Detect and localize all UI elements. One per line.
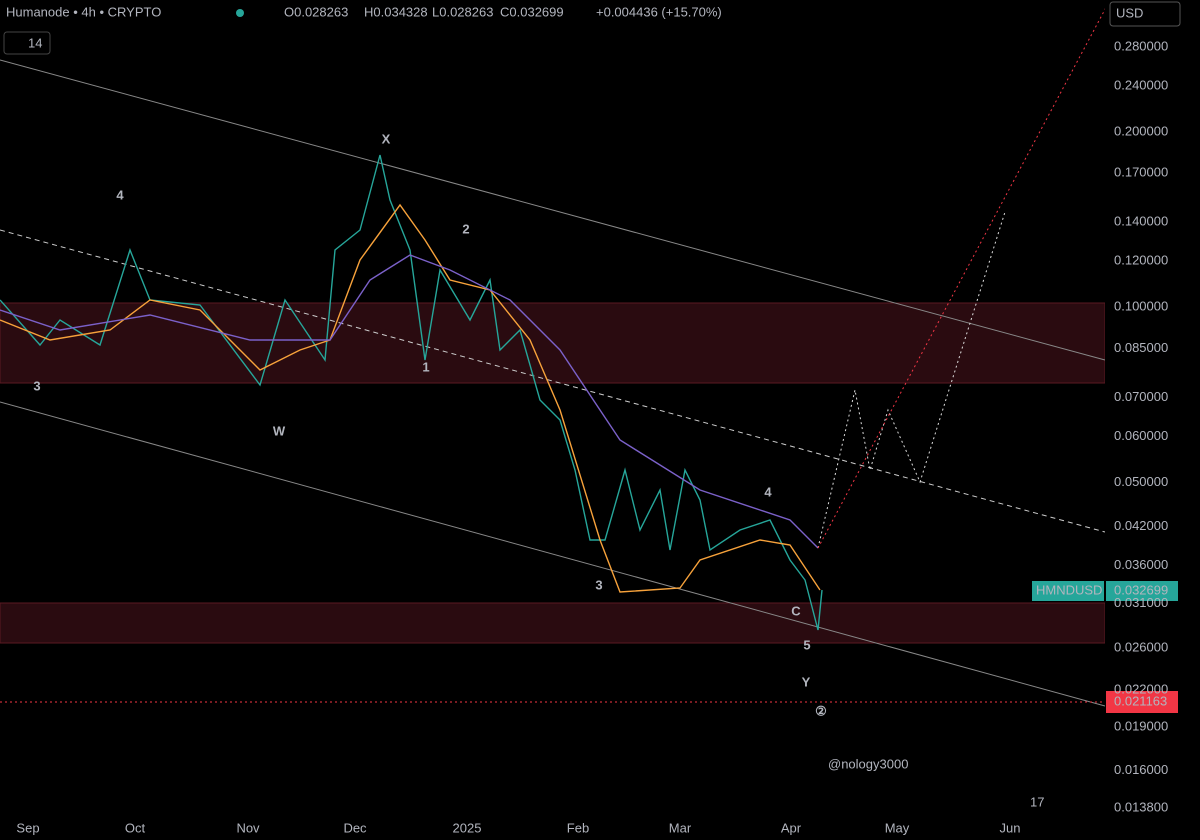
- price-label: 0.140000: [1114, 214, 1168, 229]
- interval-chip-text[interactable]: 14: [28, 35, 42, 50]
- price-label: 0.280000: [1114, 38, 1168, 53]
- interval-chip[interactable]: [3, 31, 51, 55]
- level-tag: [1106, 691, 1178, 713]
- price-label: 0.070000: [1114, 389, 1168, 404]
- price-label: 0.170000: [1114, 165, 1168, 180]
- time-label: Dec: [343, 820, 367, 835]
- last-tag-text: 0.032699: [1114, 582, 1168, 597]
- wave-label: ②: [815, 703, 827, 718]
- channel-top: [0, 59, 1106, 361]
- ohlc-open: O0.028263: [284, 4, 348, 19]
- last-tag: [1106, 581, 1178, 601]
- price-label: 0.050000: [1114, 474, 1168, 489]
- channel-bottom: [0, 401, 1106, 707]
- symbol-tag-text: HMNDUSD: [1036, 582, 1102, 597]
- ohlc-high: H0.034328: [364, 4, 428, 19]
- price-label: 0.100000: [1114, 299, 1168, 314]
- projection-path: [817, 211, 1006, 549]
- status-dot: [236, 9, 244, 17]
- wave-label: 5: [803, 637, 810, 652]
- wave-label: X: [382, 131, 391, 146]
- time-label: Mar: [669, 820, 692, 835]
- currency-button[interactable]: [1109, 1, 1181, 27]
- support-zone: [0, 602, 1106, 644]
- time-label: Nov: [236, 820, 260, 835]
- ohlc-close: C0.032699: [500, 4, 564, 19]
- wave-label: Y: [802, 674, 811, 689]
- wave-label: 3: [595, 577, 602, 592]
- ohlc-low: L0.028263: [432, 4, 493, 19]
- wave-label: C: [791, 603, 801, 618]
- channel-mid: [0, 229, 1106, 533]
- price-label: 0.036000: [1114, 557, 1168, 572]
- price-label: 0.060000: [1114, 428, 1168, 443]
- tv-logo: 17: [1030, 794, 1044, 809]
- price-label: 0.026000: [1114, 639, 1168, 654]
- currency[interactable]: USD: [1116, 5, 1143, 20]
- fast-ma: [0, 203, 821, 593]
- symbol-tag: [1032, 581, 1104, 601]
- time-label: 2025: [453, 820, 482, 835]
- ohlc-change: +0.004436 (+15.70%): [596, 4, 722, 19]
- wave-label: 3: [33, 378, 40, 393]
- price-label: 0.120000: [1114, 253, 1168, 268]
- price-label: 0.016000: [1114, 762, 1168, 777]
- wave-label: 4: [116, 187, 124, 202]
- time-label: May: [885, 820, 910, 835]
- price-label: 0.019000: [1114, 719, 1168, 734]
- wave-label: W: [273, 423, 286, 438]
- watermark: @nology3000: [828, 756, 908, 771]
- price-label: 0.031000: [1114, 595, 1168, 610]
- level-tag-text: 0.021163: [1114, 693, 1167, 708]
- time-label: Oct: [125, 820, 146, 835]
- time-label: Jun: [1000, 820, 1021, 835]
- time-label: Feb: [567, 820, 589, 835]
- price-label: 0.200000: [1114, 123, 1168, 138]
- wave-label: 1: [422, 359, 429, 374]
- time-label: Apr: [781, 820, 802, 835]
- price-label: 0.013800: [1114, 799, 1168, 814]
- slow-ma: [0, 254, 819, 549]
- price-line: [0, 154, 823, 631]
- price-label: 0.085000: [1114, 340, 1168, 355]
- wave-label: 4: [764, 484, 772, 499]
- time-label: Sep: [16, 820, 39, 835]
- price-label: 0.240000: [1114, 77, 1168, 92]
- price-label: 0.042000: [1114, 518, 1168, 533]
- projection-line: [817, 0, 1111, 549]
- price-label: 0.022000: [1114, 681, 1168, 696]
- symbol: Humanode • 4h • CRYPTO: [6, 4, 161, 19]
- wave-label: 2: [462, 221, 469, 236]
